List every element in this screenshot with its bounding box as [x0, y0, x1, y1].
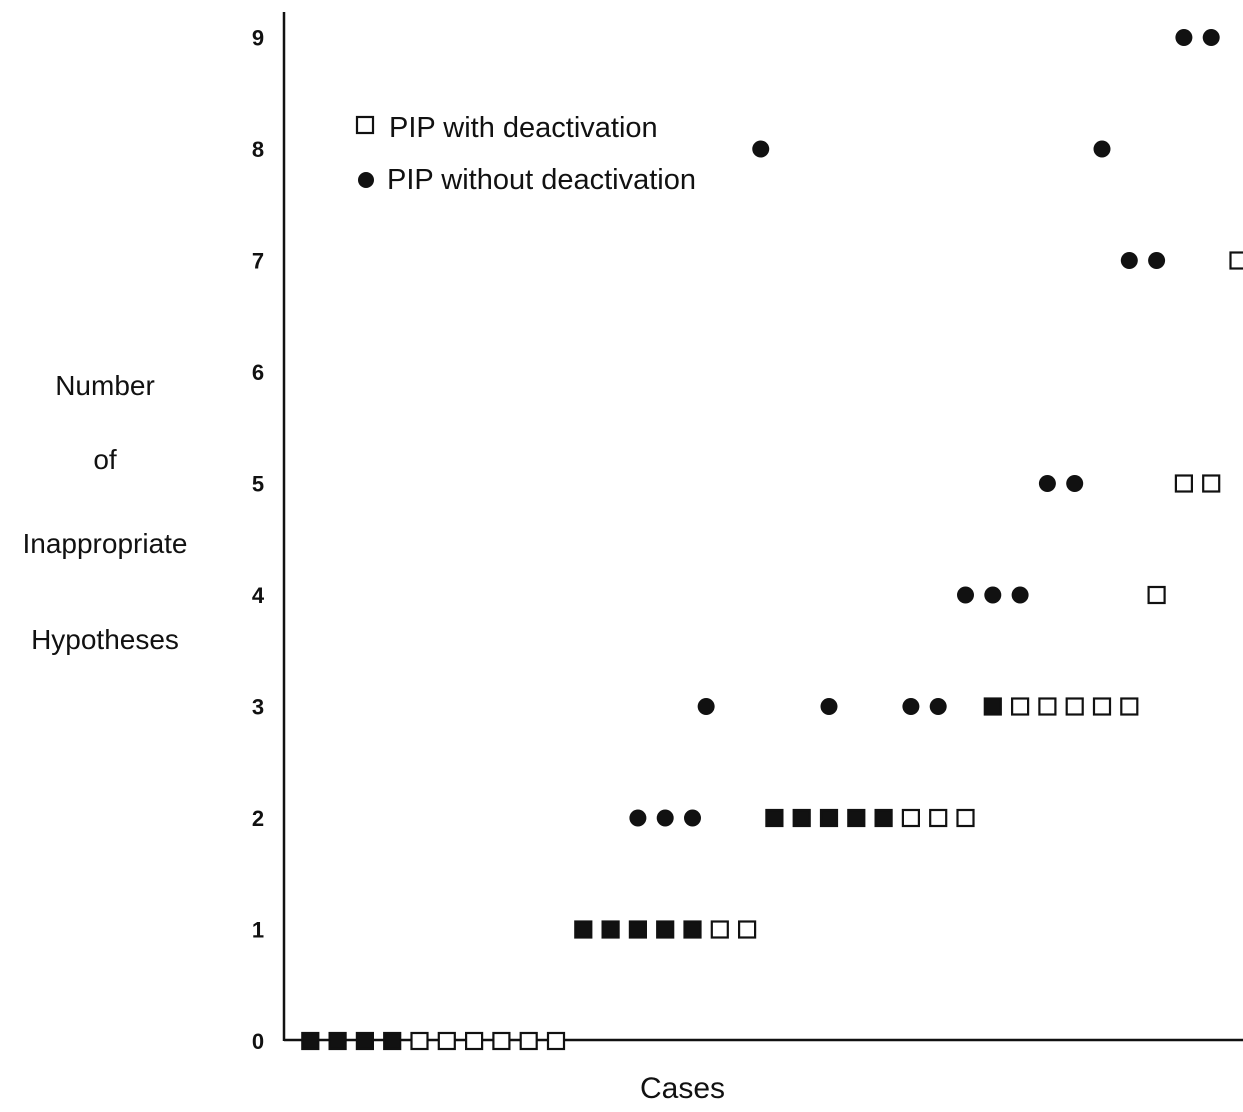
data-point-circle	[697, 698, 715, 715]
data-point-open-square	[1147, 585, 1166, 605]
data-point-filled-square	[328, 1031, 347, 1051]
y-axis-label-line-2: of	[93, 444, 117, 475]
data-point-open-square	[546, 1031, 566, 1051]
data-point-circle	[1011, 586, 1029, 604]
legend-marker-filled-circle	[358, 172, 374, 188]
data-point-open-square	[1038, 697, 1057, 716]
data-point-open-square	[929, 808, 948, 828]
data-point-circle	[1148, 252, 1166, 269]
y-tick-label: 2	[252, 806, 264, 831]
legend: PIP with deactivation PIP without deacti…	[355, 112, 696, 196]
data-point-filled-square	[819, 808, 839, 828]
data-point-open-square	[710, 920, 729, 939]
y-tick-label: 7	[252, 249, 264, 274]
data-point-open-square	[1010, 697, 1030, 716]
data-point-open-square	[737, 920, 757, 939]
data-point-open-square	[1092, 697, 1112, 716]
y-axis-label-line-1: Number	[55, 370, 155, 401]
data-point-filled-square	[601, 920, 620, 939]
data-point-circle	[1175, 29, 1193, 46]
data-point-filled-square	[847, 808, 866, 828]
y-axis-label-line-3: Inappropriate	[22, 528, 188, 559]
y-tick-labels: 0 1 2 3 4 5 6 7 8 9	[252, 26, 265, 1055]
data-point-filled-square	[683, 920, 702, 939]
data-point-open-square	[901, 808, 921, 828]
data-point-open-square	[1202, 474, 1221, 493]
data-point-filled-square	[574, 920, 593, 939]
data-point-open-square	[1174, 474, 1194, 493]
data-point-open-square	[1065, 697, 1084, 716]
data-point-open-square	[465, 1031, 484, 1051]
data-point-circle	[684, 809, 701, 827]
data-point-open-square	[519, 1031, 538, 1051]
data-point-circle	[656, 809, 674, 827]
data-point-circle	[629, 809, 647, 827]
data-point-open-square	[956, 808, 975, 828]
y-tick-label: 9	[252, 26, 264, 51]
data-point-filled-square	[383, 1031, 402, 1051]
data-point-circle	[984, 586, 1002, 604]
data-point-circle	[957, 586, 974, 604]
data-point-open-square	[437, 1031, 456, 1051]
data-point-filled-square	[983, 697, 1002, 716]
data-point-filled-square	[765, 808, 784, 828]
y-tick-label: 5	[252, 472, 264, 497]
y-tick-label: 8	[252, 137, 264, 162]
legend-marker-open-square	[355, 115, 375, 135]
data-point-filled-square	[355, 1031, 374, 1051]
data-point-circle	[820, 698, 838, 715]
data-point-circle	[752, 140, 770, 158]
y-tick-label: 3	[252, 695, 264, 720]
data-point-circle	[1120, 252, 1138, 269]
y-tick-label: 6	[252, 360, 264, 385]
data-point-circle	[1038, 475, 1056, 492]
data-point-filled-square	[792, 808, 811, 828]
data-point-filled-square	[628, 920, 648, 939]
data-point-circle	[902, 698, 920, 715]
data-point-circle	[1202, 29, 1220, 46]
legend-label-with-deactivation: PIP with deactivation	[389, 112, 658, 144]
y-axis-label-line-4: Hypotheses	[31, 624, 179, 655]
data-point-filled-square	[656, 920, 675, 939]
data-point-filled-square	[301, 1031, 320, 1051]
data-point-open-square	[492, 1031, 511, 1051]
data-point-circle	[1066, 475, 1084, 492]
y-tick-label: 4	[252, 583, 265, 608]
y-tick-label: 0	[252, 1029, 264, 1054]
data-marks	[301, 29, 1243, 1051]
data-point-open-square	[1229, 251, 1243, 270]
x-axis-label: Cases	[640, 1072, 726, 1105]
y-tick-label: 1	[252, 918, 264, 943]
legend-label-without-deactivation: PIP without deactivation	[387, 164, 696, 196]
data-point-circle	[1093, 140, 1111, 158]
data-point-open-square	[410, 1031, 429, 1051]
data-point-open-square	[1120, 697, 1139, 716]
data-point-filled-square	[874, 808, 893, 828]
data-point-circle	[929, 698, 947, 715]
